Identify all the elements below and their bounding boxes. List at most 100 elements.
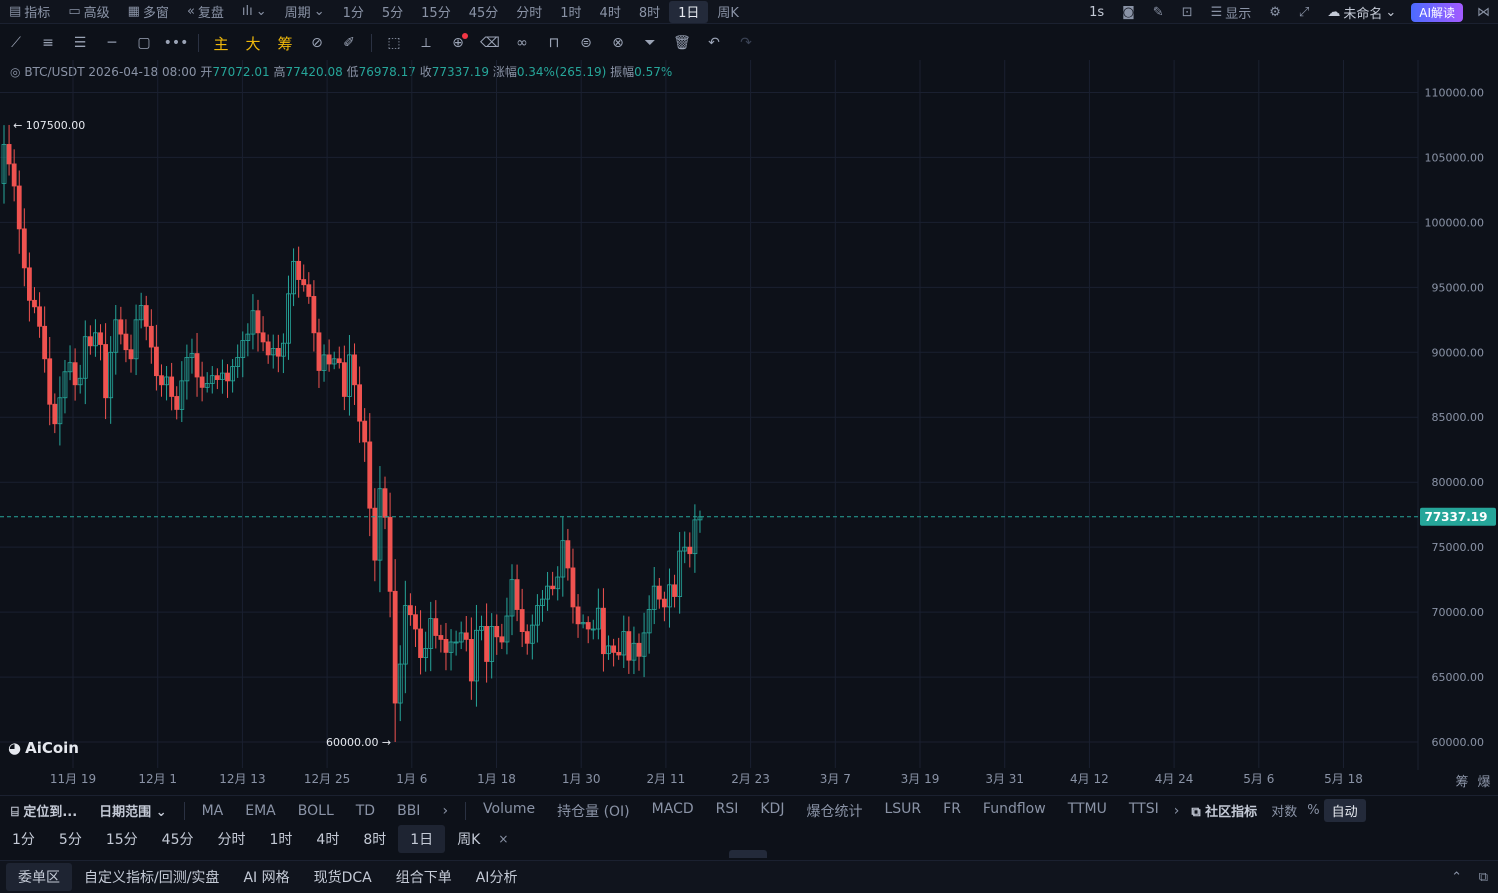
bottom-tab[interactable]: 自定义指标/回测/实盘	[84, 870, 220, 886]
hlines-icon[interactable]: ≡	[42, 35, 54, 51]
sub-indicator-tab[interactable]: RSI	[715, 800, 739, 817]
interval-tab[interactable]: 1分	[12, 832, 35, 848]
sub-indicator-tab[interactable]: 持仓量 (OI)	[557, 803, 630, 820]
redo-icon[interactable]: ↷	[740, 35, 752, 51]
hide-icon[interactable]: ⊜	[580, 35, 592, 51]
interval-tab[interactable]: 分时	[217, 832, 246, 848]
log-scale-toggle[interactable]: 对数	[1271, 805, 1298, 820]
chevron-right-icon[interactable]: ›	[1173, 802, 1180, 819]
magnet-icon[interactable]: ⊘	[311, 35, 323, 51]
trash-icon[interactable]: 🗑	[673, 35, 691, 51]
date-range-select[interactable]: 日期范围 ⌄	[99, 805, 167, 820]
interval-tab[interactable]: 5分	[58, 832, 82, 848]
period-tab[interactable]: 1分	[342, 6, 364, 21]
pen-icon[interactable]: ✎	[1152, 4, 1164, 20]
community-indicators-button[interactable]: ⧉ 社区指标	[1191, 805, 1258, 820]
lock-icon[interactable]: ⊓	[548, 35, 560, 51]
main-indicator-tab[interactable]: TD	[355, 802, 376, 819]
interval-tab[interactable]: 15分	[105, 832, 138, 848]
more-shapes-icon[interactable]: •••	[163, 35, 189, 51]
camera-icon[interactable]: ◙	[1122, 4, 1135, 20]
filter-icon[interactable]: ⏷	[644, 35, 656, 51]
layout-icon[interactable]: ⊡	[1181, 4, 1193, 20]
period-tab[interactable]: 4时	[599, 6, 621, 21]
main-indicator-tab[interactable]: MA	[201, 802, 224, 819]
period-tab[interactable]: 5分	[381, 6, 404, 21]
percent-scale-toggle[interactable]: %	[1307, 803, 1320, 818]
sub-indicator-tab[interactable]: MACD	[651, 800, 694, 817]
brush-icon[interactable]: ✐	[343, 35, 355, 51]
panel-handle[interactable]	[729, 850, 767, 858]
undo-icon[interactable]: ↶	[708, 35, 720, 51]
sub-indicator-tab[interactable]: LSUR	[884, 800, 922, 817]
zoom-icon[interactable]: ⊕	[442, 26, 474, 60]
bottom-tab[interactable]: 组合下单	[395, 870, 452, 886]
advanced-menu[interactable]: ▭ 高级	[68, 4, 110, 21]
interval-tab[interactable]: 1日	[398, 825, 446, 853]
sub-indicator-tab[interactable]: KDJ	[760, 800, 785, 817]
sub-indicator-tab[interactable]: FR	[943, 800, 961, 817]
display-menu[interactable]: ☰ 显示	[1210, 4, 1252, 22]
period-tab[interactable]: 8时	[638, 6, 661, 21]
main-indicator-tab[interactable]: EMA	[245, 802, 276, 819]
interval-tab[interactable]: 8时	[363, 832, 387, 848]
template-menu[interactable]: ☁ 未命名 ⌄	[1327, 4, 1397, 22]
period-tab[interactable]: 1日	[669, 0, 709, 23]
multi-window-menu[interactable]: ▦ 多窗	[127, 4, 169, 21]
candle-body	[580, 622, 586, 625]
period-tab[interactable]: 分时	[516, 6, 543, 21]
candle-body	[636, 642, 642, 657]
period-tab[interactable]: 周K	[717, 6, 739, 21]
ai-interpret-button[interactable]: AI解读	[1411, 2, 1463, 22]
candle-body	[418, 628, 423, 658]
sub-indicator-tab[interactable]: TTMU	[1067, 800, 1107, 817]
period-tab[interactable]: 15分	[421, 6, 451, 21]
chart-type-select[interactable]: ılı ⌄	[233, 1, 276, 23]
ruler-icon[interactable]: ⟂	[421, 35, 431, 51]
locate-button[interactable]: ⌸ 定位到...	[11, 805, 78, 820]
replay-menu[interactable]: «复盘	[186, 4, 224, 21]
eraser-icon[interactable]: ⌫	[480, 35, 500, 51]
refresh-interval[interactable]: 1s	[1089, 4, 1105, 20]
indicator-menu[interactable]: ▤ 指标	[9, 4, 51, 21]
popout-icon[interactable]: ⧉	[1478, 869, 1488, 885]
interval-tab[interactable]: 4时	[316, 832, 340, 848]
interval-tab[interactable]: 周K	[457, 832, 481, 848]
sub-indicator-tab[interactable]: 爆仓统计	[806, 803, 863, 820]
interval-tab[interactable]: 45分	[161, 832, 194, 848]
eye-icon[interactable]: ◎	[10, 65, 21, 79]
sub-indicator-tab[interactable]: Fundflow	[982, 800, 1046, 817]
logo-icon: ◕	[8, 739, 22, 757]
large-order-tool[interactable]: 大	[245, 34, 261, 53]
settings-icon[interactable]: ⚙	[1269, 4, 1281, 20]
chip-distribution-tool[interactable]: 筹	[277, 34, 293, 53]
bottom-tab[interactable]: AI分析	[475, 870, 518, 886]
fullscreen-icon[interactable]: ⤢	[1298, 4, 1310, 20]
chart-area[interactable]: 110000.00 105000.00 100000.00 95000.00 90000…	[0, 60, 1498, 790]
bottom-tab[interactable]: 现货DCA	[313, 870, 372, 886]
chain-icon[interactable]: ∞	[516, 35, 528, 51]
channel-icon[interactable]: ☰	[73, 35, 87, 51]
bottom-tab[interactable]: AI 网格	[243, 870, 290, 886]
period-tab[interactable]: 1时	[560, 6, 582, 21]
close-icon[interactable]: ×	[498, 832, 509, 846]
collapse-icon[interactable]: ⌃	[1451, 869, 1462, 885]
period-tab[interactable]: 45分	[468, 6, 499, 21]
period-select[interactable]: 周期 ⌄	[284, 4, 325, 21]
sub-indicator-tab[interactable]: Volume	[483, 800, 536, 817]
main-indicator-tab[interactable]: BOLL	[297, 802, 334, 819]
share-icon[interactable]: ⋈	[1477, 4, 1490, 20]
hline-icon[interactable]: ─	[107, 35, 117, 51]
trendline-icon[interactable]: ⟋	[11, 35, 21, 51]
candlestick-chart[interactable]: 110000.00 105000.00 100000.00 95000.00 90000…	[0, 60, 1498, 795]
interval-tab[interactable]: 1时	[269, 832, 293, 848]
link-icon[interactable]: ⊗	[612, 35, 624, 51]
bottom-tab[interactable]: 委单区	[6, 863, 72, 891]
select-icon[interactable]: ⬚	[387, 35, 401, 51]
rect-icon[interactable]: ▢	[137, 35, 151, 51]
sub-indicator-tab[interactable]: TTSI	[1128, 800, 1159, 817]
auto-scale-toggle[interactable]: 自动	[1323, 799, 1366, 822]
chevron-right-icon[interactable]: ›	[442, 802, 449, 819]
main-indicator-tab[interactable]: BBI	[397, 802, 421, 819]
main-chip-tool[interactable]: 主	[213, 34, 229, 53]
